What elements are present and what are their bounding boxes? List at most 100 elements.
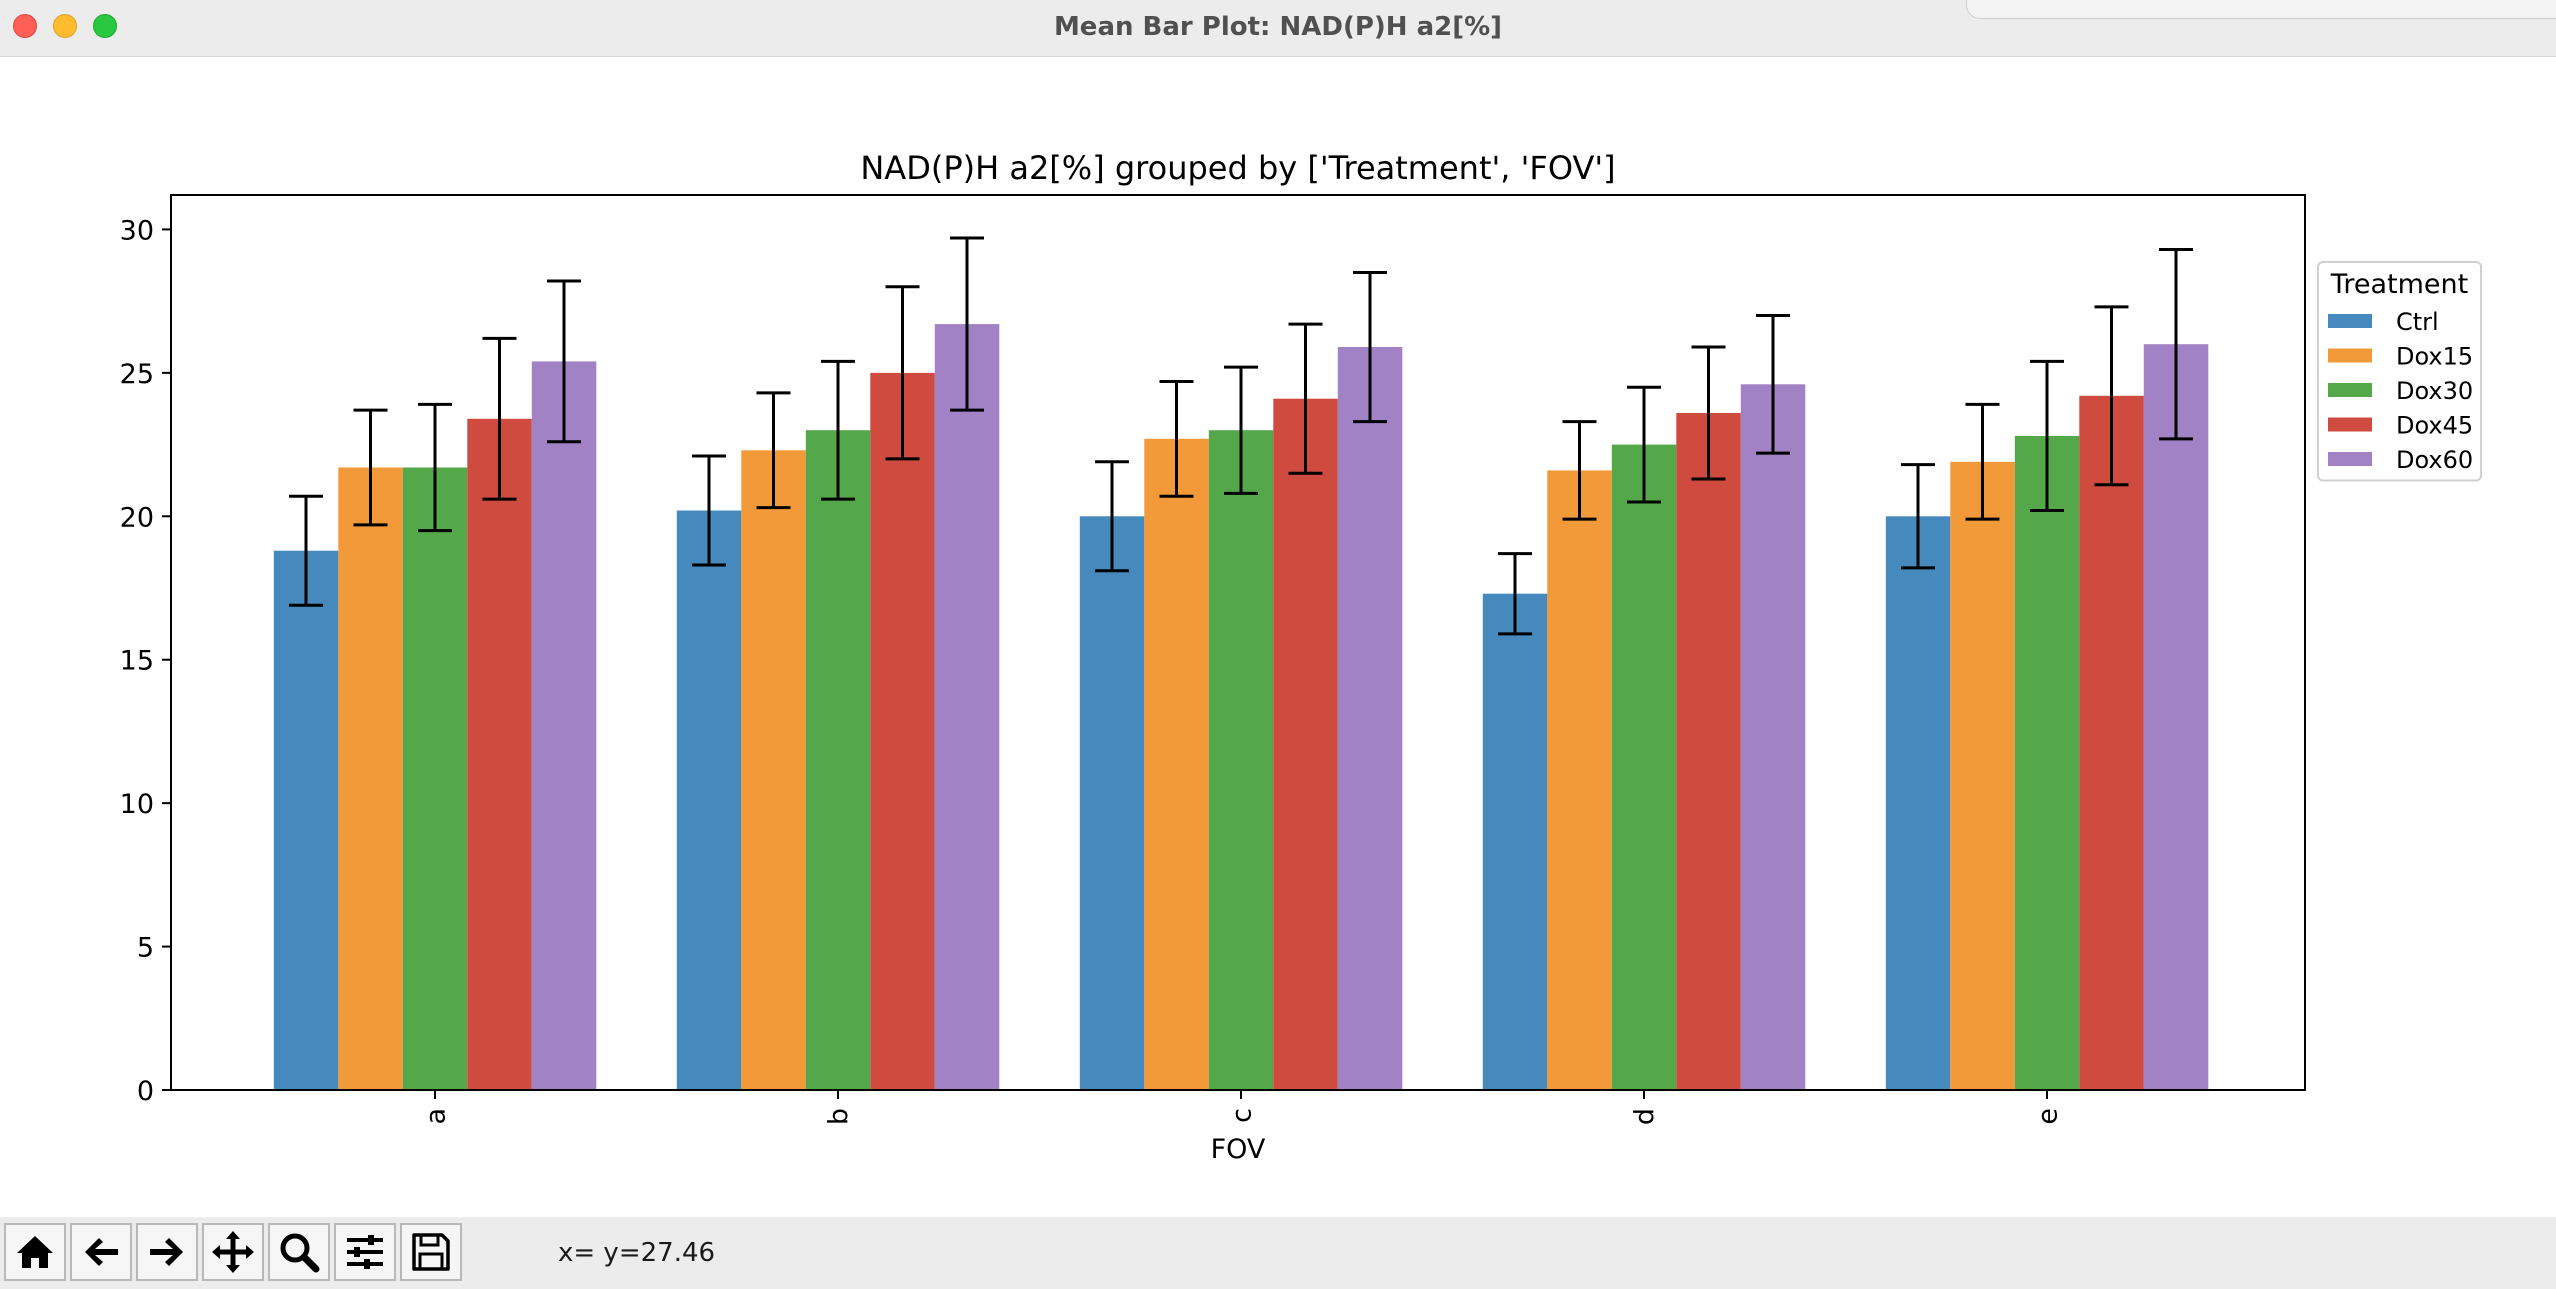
bar-ctrl-e (1885, 516, 1951, 1090)
error-bar-dox30-b (821, 359, 855, 501)
bar-dox45-e (2079, 395, 2144, 1090)
error-bar-dox15-a (353, 408, 388, 527)
bar-dox45-b (870, 372, 935, 1090)
y-tick-label: 20 (120, 502, 154, 533)
bar-dox15-d (1547, 470, 1612, 1090)
title-bar: Mean Bar Plot: NAD(P)H a2[%] (0, 0, 2556, 57)
y-tick-label: 5 (137, 933, 154, 964)
bar-dox30-b (805, 430, 871, 1090)
legend-swatch-dox30 (2328, 383, 2372, 397)
bar-dox30-c (1208, 430, 1274, 1090)
bar-ctrl-a (273, 550, 339, 1090)
error-bar-ctrl-d (1498, 552, 1532, 636)
error-bar-dox30-a (418, 402, 452, 533)
error-bar-dox45-a (482, 336, 517, 501)
close-window-button[interactable] (13, 14, 37, 38)
y-tick-label: 10 (120, 789, 154, 820)
arrow-right-icon (150, 1238, 183, 1266)
bar-chart: 0 5 10 15 20 25 30 a b c d e NAD(P)H a2[%] grouped… (120, 149, 2482, 1165)
error-bar-dox60-b (950, 236, 984, 412)
bar-dox45-a (467, 418, 532, 1091)
error-bar-ctrl-e (1901, 463, 1935, 570)
y-tick-label: 30 (120, 215, 154, 246)
navigation-toolbar (0, 1217, 2556, 1286)
bar-dox45-c (1273, 398, 1338, 1090)
bar-dox60-c (1337, 347, 1403, 1090)
legend-label-dox45: Dox45 (2396, 412, 2473, 440)
legend-swatch-dox60 (2328, 452, 2372, 466)
chart-title: NAD(P)H a2[%] grouped by ['Treatment', '… (860, 149, 1615, 187)
bar-dox60-b (934, 324, 1000, 1091)
legend-swatch-ctrl (2328, 314, 2372, 328)
move-arrows-icon (212, 1231, 254, 1273)
error-bar-dox60-a (547, 279, 581, 444)
error-bar-dox30-e (2030, 359, 2064, 513)
bar-dox30-d (1611, 444, 1677, 1091)
sliders-icon (347, 1235, 383, 1269)
minimize-window-button[interactable] (53, 14, 77, 38)
x-tick-label: a (420, 1108, 451, 1125)
back-button[interactable] (70, 1223, 132, 1281)
save-button[interactable] (400, 1223, 462, 1281)
legend: Treatment Ctrl Dox15 Dox30 Dox45 Dox60 (2317, 261, 2482, 482)
plot-frame (170, 194, 2306, 1091)
bar-dox45-d (1676, 413, 1741, 1090)
error-bar-dox15-e (1965, 402, 2000, 521)
legend-swatch-dox45 (2328, 417, 2372, 432)
bar-ctrl-b (676, 510, 742, 1090)
error-bar-dox30-c (1224, 365, 1258, 495)
zoom-button[interactable] (268, 1223, 330, 1281)
error-bar-dox30-d (1627, 385, 1661, 504)
legend-title: Treatment (2330, 269, 2468, 300)
legend-label-dox30: Dox30 (2396, 377, 2473, 405)
legend-swatch-dox15 (2328, 348, 2372, 363)
floppy-disk-icon (412, 1233, 450, 1271)
bar-dox15-e (1950, 461, 2015, 1090)
bar-dox15-c (1144, 438, 1209, 1090)
error-bar-dox45-b (885, 285, 920, 461)
bar-dox15-b (741, 450, 806, 1090)
pan-button[interactable] (202, 1223, 264, 1281)
y-tick-label: 25 (120, 359, 154, 390)
legend-label-dox15: Dox15 (2396, 343, 2473, 371)
x-tick-label: e (2032, 1108, 2063, 1125)
figure-canvas[interactable]: 0 5 10 15 20 25 30 a b c d e NAD(P)H a2[%] grouped… (0, 57, 2556, 1217)
error-bar-ctrl-a (289, 494, 323, 607)
zoom-window-button[interactable] (93, 14, 117, 38)
error-bar-dox15-b (756, 391, 791, 510)
bar-dox60-a (531, 361, 597, 1090)
legend-label-dox60: Dox60 (2396, 446, 2473, 474)
error-bar-dox45-d (1691, 345, 1726, 481)
bar-dox30-e (2014, 436, 2080, 1090)
x-axis-label: FOV (1211, 1134, 1266, 1165)
bar-ctrl-c (1079, 516, 1145, 1090)
bar-dox15-a (338, 467, 403, 1090)
error-bar-dox60-c (1353, 270, 1387, 424)
bar-ctrl-d (1482, 593, 1548, 1090)
x-tick-label: d (1629, 1108, 1660, 1125)
forward-button[interactable] (136, 1223, 198, 1281)
home-icon (17, 1236, 53, 1268)
background-window-edge (1966, 0, 2556, 19)
error-bar-ctrl-c (1095, 460, 1129, 573)
y-tick-label: 0 (137, 1076, 154, 1107)
configure-subplots-button[interactable] (334, 1223, 396, 1281)
error-bar-dox60-d (1756, 313, 1790, 455)
bar-dox60-e (2143, 344, 2209, 1090)
magnifier-icon (280, 1233, 320, 1273)
arrow-left-icon (85, 1238, 118, 1266)
error-bar-dox45-c (1288, 322, 1323, 475)
x-tick-label: c (1226, 1108, 1257, 1123)
error-bar-dox60-e (2159, 248, 2193, 441)
error-bar-ctrl-b (692, 454, 726, 567)
y-tick-label: 15 (120, 646, 154, 677)
legend-label-ctrl: Ctrl (2396, 308, 2439, 336)
bar-dox30-a (402, 467, 468, 1090)
home-button[interactable] (4, 1223, 66, 1281)
error-bar-dox15-c (1159, 379, 1194, 498)
bar-dox60-d (1740, 384, 1806, 1090)
window-title: Mean Bar Plot: NAD(P)H a2[%] (1053, 12, 1503, 42)
x-tick-label: b (823, 1108, 854, 1125)
cursor-coordinates: x= y=27.46 (558, 1238, 716, 1268)
